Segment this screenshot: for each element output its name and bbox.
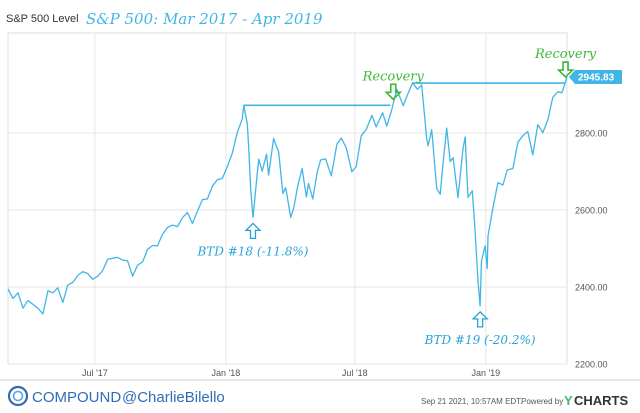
powered-by: Powered by bbox=[521, 397, 563, 406]
chart-title: S&P 500: Mar 2017 - Apr 2019 bbox=[86, 10, 323, 28]
series bbox=[7, 76, 568, 315]
last-value-label: 2945.83 bbox=[578, 72, 615, 83]
y-tick-label: 2800.00 bbox=[575, 129, 608, 139]
y-axis: 2200.00 2400.00 2600.00 2800.00 bbox=[575, 129, 608, 370]
last-value-badge: 2945.83 bbox=[569, 69, 622, 84]
recovery-label: Recovery bbox=[534, 47, 597, 62]
x-tick-label: Jan '18 bbox=[212, 368, 241, 378]
annotations: BTD #18 (-11.8%) BTD #19 (-20.2%) Recovery… bbox=[196, 47, 596, 347]
recovery-arrow-icon bbox=[384, 83, 403, 101]
btd-arrow-icon bbox=[471, 310, 489, 328]
ycharts-logo-y: Y bbox=[564, 393, 573, 408]
x-tick-label: Jan '19 bbox=[471, 368, 500, 378]
ycharts-logo: CHARTS bbox=[574, 393, 628, 408]
recovery-arrow-icon bbox=[556, 61, 575, 79]
timestamp: Sep 21 2021, 10:57AM EDT. bbox=[421, 397, 522, 406]
reference-lines bbox=[243, 82, 566, 107]
compound-circle-icon bbox=[7, 385, 29, 407]
x-tick-label: Jul '18 bbox=[342, 368, 368, 378]
twitter-handle: @CharlieBilello bbox=[122, 389, 225, 406]
brand-name: COMPOUND bbox=[32, 389, 121, 406]
x-tick-label: Jul '17 bbox=[82, 368, 108, 378]
series-line bbox=[7, 76, 568, 315]
recovery-label: Recovery bbox=[362, 69, 425, 84]
x-axis: Jul '17 Jan '18 Jul '18 Jan '19 bbox=[82, 368, 500, 378]
btd-label: BTD #19 (-20.2%) bbox=[424, 333, 536, 347]
btd-arrow-icon bbox=[244, 222, 262, 240]
y-tick-label: 2400.00 bbox=[575, 283, 608, 293]
compound-inner-icon bbox=[12, 390, 24, 402]
y-tick-label: 2200.00 bbox=[575, 360, 608, 370]
y-axis-title: S&P 500 Level bbox=[6, 13, 79, 25]
y-tick-label: 2600.00 bbox=[575, 206, 608, 216]
btd-label: BTD #18 (-11.8%) bbox=[196, 244, 308, 258]
compound-logo bbox=[7, 385, 29, 407]
